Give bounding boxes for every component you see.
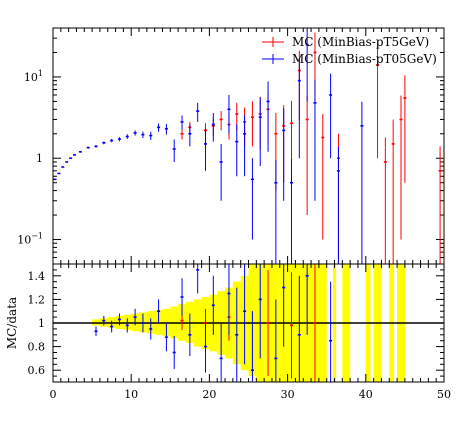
ratio-y-tick-label: 0.8	[28, 341, 46, 354]
ratio-y-axis-label: MC/data	[5, 297, 19, 349]
ratio-y-tick-label: 1.4	[28, 270, 46, 283]
y-tick-exponent: 1	[38, 69, 43, 78]
y-minor-ticks	[53, 27, 444, 265]
y-tick-label: 10−1	[17, 232, 43, 247]
y-tick-mantissa: 1	[36, 152, 43, 165]
x-tick-label: 20	[202, 388, 216, 401]
y-tick-exponent: −1	[31, 232, 43, 241]
x-tick-label: 50	[437, 388, 451, 401]
y-tick-label: 1	[36, 152, 43, 165]
legend-label: MC (MinBias-pT5GeV)	[292, 35, 429, 49]
ratio-panel: 0.6 0.8 1 1.2 1.4 0 10 20 30 40 50 MC/data	[5, 263, 451, 401]
legend: MC (MinBias-pT5GeV) MC (MinBias-pT05GeV)	[262, 35, 437, 66]
x-tick-label: 40	[359, 388, 373, 401]
ratio-y-tick-label: 1	[38, 317, 45, 330]
ratio-frame	[52, 263, 445, 383]
x-tick-label: 30	[281, 388, 295, 401]
ratio-series-1	[94, 264, 333, 382]
ratio-y-tick-label: 0.6	[28, 364, 46, 377]
legend-label: MC (MinBias-pT05GeV)	[292, 52, 437, 66]
x-tick-label: 0	[50, 388, 57, 401]
y-tick-mantissa: 10	[24, 71, 38, 84]
ratio-y-tick-label: 1.2	[28, 293, 46, 306]
y-tick-mantissa: 10	[17, 234, 31, 247]
x-tick-label: 10	[124, 388, 138, 401]
series-1	[53, 28, 364, 264]
y-tick-label: 101	[24, 69, 43, 84]
